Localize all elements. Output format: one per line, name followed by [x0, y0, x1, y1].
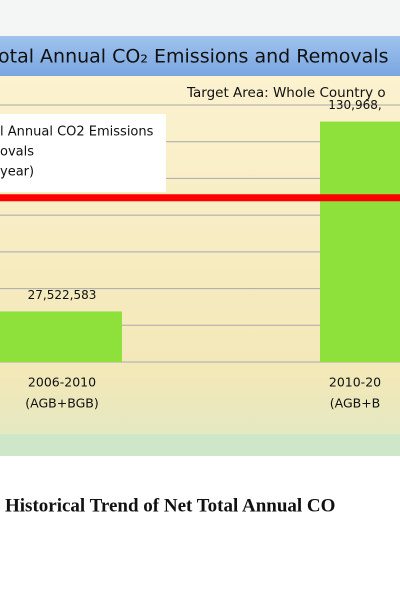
bottom-band [0, 434, 400, 456]
top-strip [0, 0, 400, 36]
legend-text: ovals [0, 145, 34, 160]
chart-subtitle: Target Area: Whole Country o [186, 85, 386, 101]
title-bar [0, 36, 400, 76]
x-tick-label: 2010-20 [329, 375, 381, 390]
legend-text: l Annual CO2 Emissions [0, 125, 154, 140]
data-label: 27,522,583 [28, 288, 97, 302]
caption: Historical Trend of Net Total Annual CO [5, 495, 335, 516]
data-label: 130,968, [328, 98, 381, 112]
legend-box [0, 114, 166, 192]
x-tick-note: (AGB+BGB) [25, 396, 98, 411]
chart-title: otal Annual CO₂ Emissions and Removals [0, 46, 389, 68]
bar [0, 311, 122, 362]
x-tick-label: 2006-2010 [28, 375, 96, 390]
x-tick-note: (AGB+B [330, 396, 381, 411]
legend-text: year) [0, 165, 34, 180]
bar [320, 121, 400, 362]
